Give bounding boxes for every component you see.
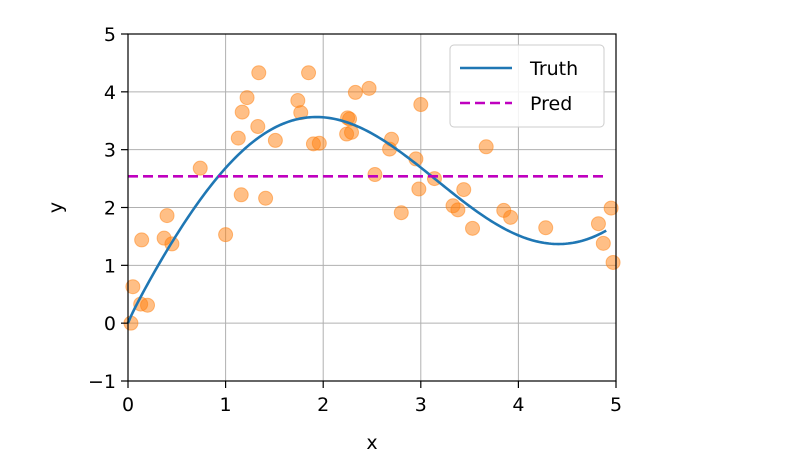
y-tick-label: 0 (104, 313, 116, 335)
data-point (456, 182, 472, 198)
data-point (125, 279, 141, 295)
plot-area (123, 65, 621, 331)
data-point (478, 139, 494, 155)
x-tick-label: 3 (415, 394, 427, 416)
data-point (603, 200, 619, 216)
data-point (411, 181, 427, 197)
data-point (218, 227, 234, 243)
x-axis-label: x (366, 432, 377, 454)
data-point (595, 235, 611, 251)
data-point (267, 132, 283, 148)
legend: Truth Pred (449, 44, 605, 128)
data-point (159, 208, 175, 224)
truth-line (126, 115, 607, 324)
y-tick-label: 4 (104, 82, 116, 104)
legend-box (449, 44, 605, 128)
data-point (361, 80, 377, 96)
data-point (233, 187, 249, 203)
data-point (393, 205, 409, 221)
legend-label-pred: Pred (530, 93, 572, 115)
y-tick-label: 1 (104, 255, 116, 277)
data-point (450, 202, 466, 218)
data-point (413, 97, 429, 113)
data-point (301, 65, 317, 81)
x-tick-label: 2 (317, 394, 329, 416)
data-point (290, 93, 306, 109)
y-tick-label: 2 (104, 198, 116, 220)
y-axis-label: y (45, 202, 67, 213)
data-point (590, 216, 606, 232)
data-point (251, 65, 267, 81)
data-point (239, 90, 255, 106)
data-point (230, 130, 246, 146)
data-point (344, 124, 360, 140)
x-tick-label: 1 (220, 394, 232, 416)
data-point (538, 220, 554, 236)
data-point (134, 232, 150, 248)
x-tick-label: 4 (512, 394, 524, 416)
y-tick-label: 5 (104, 24, 116, 46)
data-point (367, 167, 383, 183)
data-point (192, 160, 208, 176)
y-tick-label: 3 (104, 140, 116, 162)
data-point (503, 209, 519, 225)
data-point (234, 104, 250, 120)
data-point (258, 190, 274, 206)
data-point (140, 297, 156, 313)
data-point (311, 135, 327, 151)
legend-label-truth: Truth (529, 58, 578, 80)
data-point (250, 119, 266, 135)
data-point (347, 84, 363, 100)
data-point (605, 254, 621, 270)
x-tick-label: 5 (610, 394, 622, 416)
y-tick-label: −1 (88, 371, 116, 393)
data-point (465, 220, 481, 236)
x-tick-label: 0 (122, 394, 134, 416)
ticks: 0 1 2 3 4 5 −1 0 1 2 3 4 5 (88, 24, 622, 416)
